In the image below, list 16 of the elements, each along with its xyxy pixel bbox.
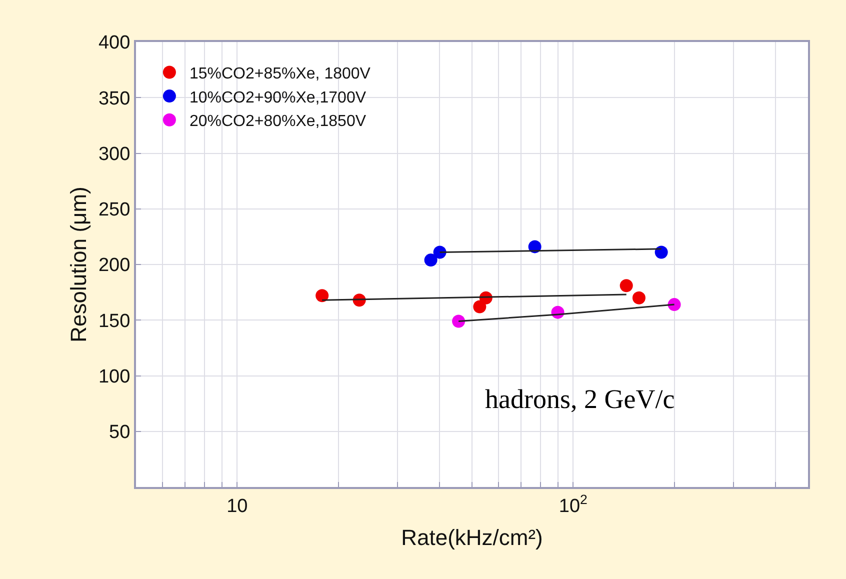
legend-label: 20%CO2+80%Xe,1850V [189,113,366,130]
y-tick-label: 300 [98,144,130,165]
y-axis-title: Resolution (μm) [66,186,91,342]
y-tick-label: 100 [98,366,130,388]
x-tick-label: 10$^{2}$ [558,492,588,517]
legend-label: 15%CO2+85%Xe, 1800V [189,65,371,82]
y-tick-label: 200 [98,255,130,276]
y-tick-label: 350 [98,88,130,110]
x-axis-title: Rate(kHz/cm²) [401,525,543,550]
y-tick-label: 400 [98,32,130,54]
y-tick-label: 150 [98,310,130,332]
legend-label: 10%CO2+90%Xe,1700V [189,89,366,106]
y-tick-label: 250 [98,200,130,221]
x-tick-label: 10 [226,496,248,517]
annotation: hadrons, 2 GeV/c [485,384,675,414]
y-tick-label: 50 [109,422,130,444]
